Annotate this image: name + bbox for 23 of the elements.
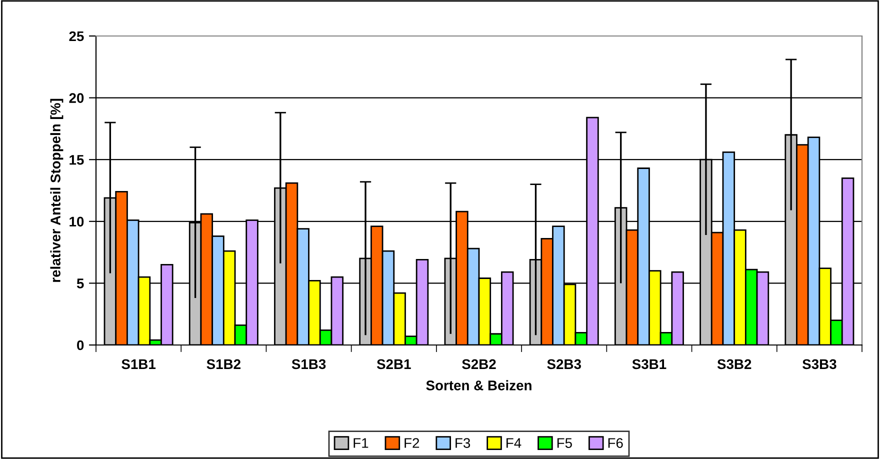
x-tick-label: S1B3: [292, 359, 326, 370]
y-tick-label: 25: [69, 31, 84, 42]
x-tick-label: S3B1: [632, 359, 666, 370]
y-tick-label: 5: [76, 278, 84, 288]
x-tick-label: S3B3: [802, 359, 836, 370]
legend-label: F6: [608, 438, 623, 448]
x-tick-label: S1B1: [122, 359, 156, 370]
legend-label: F5: [557, 438, 572, 448]
legend-label: F1: [354, 438, 368, 448]
x-axis-title: Sorten & Beizen: [426, 380, 532, 390]
x-tick-label: S2B2: [462, 359, 496, 370]
legend-label: F4: [506, 438, 522, 448]
legend-label: F2: [404, 438, 420, 448]
y-tick-label: 10: [70, 216, 84, 227]
y-tick-label: 20: [69, 93, 84, 103]
x-tick-label: S3B2: [717, 359, 752, 370]
y-tick-label: 0: [77, 340, 84, 350]
x-tick-label: S2B3: [547, 359, 581, 370]
x-tick-label: S2B1: [376, 359, 411, 370]
y-axis-title: relativer Anteil Stoppeln [%]: [50, 98, 64, 282]
y-tick-label: 15: [70, 155, 84, 165]
x-tick-label: S1B2: [206, 359, 240, 370]
legend-label: F3: [456, 438, 470, 448]
